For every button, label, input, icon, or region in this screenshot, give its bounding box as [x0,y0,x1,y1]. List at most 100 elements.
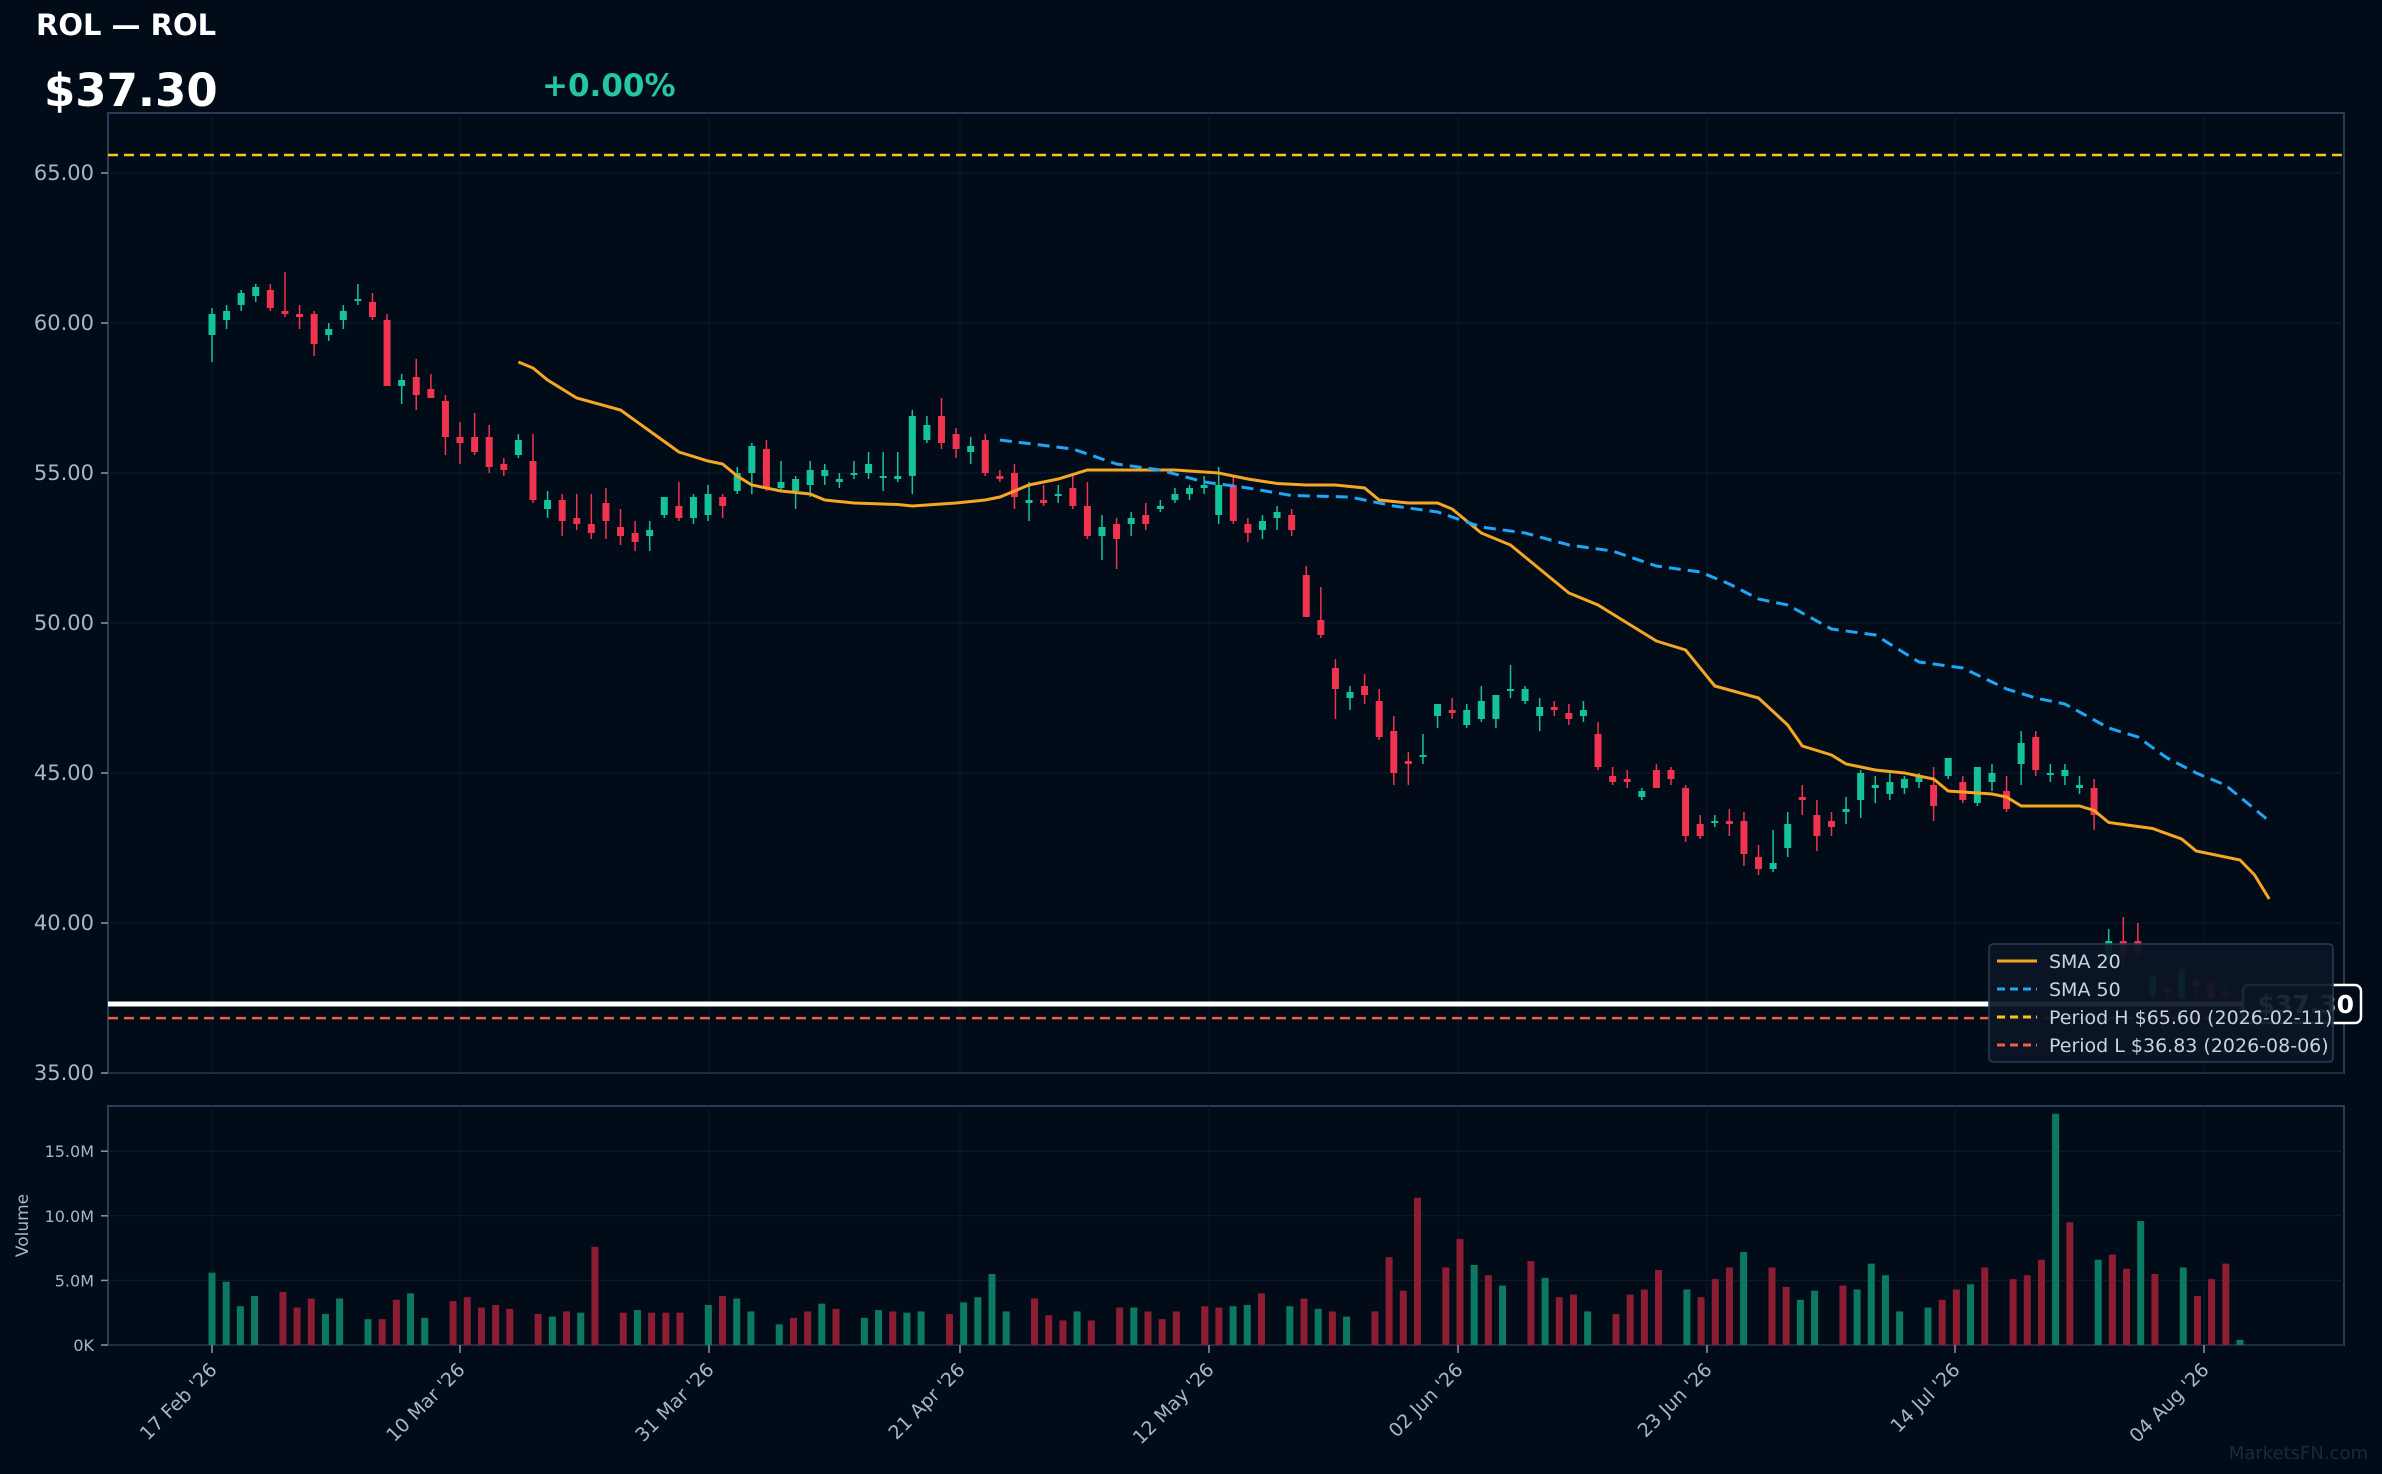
volume-bar [2179,1267,2187,1345]
volume-bar [364,1319,372,1345]
candle-body [1609,776,1617,782]
candle-body [689,497,697,518]
candle-body [1434,704,1442,716]
volume-bar [1867,1263,1875,1345]
candle-body [383,320,391,386]
volume-bar [1442,1267,1450,1345]
volume-bar [1499,1285,1507,1345]
candle-body [1886,782,1894,794]
candle-body [266,290,274,308]
y-tick-label: 40.00 [34,911,94,935]
volume-bar [1612,1313,1620,1345]
candle-body [1040,500,1048,503]
candle-body [1171,494,1179,500]
volume-tick-label: 10.0M [45,1207,94,1226]
candle-body [281,311,289,314]
candle-body [1492,695,1500,719]
candle-body [1069,488,1077,506]
candle-body [762,449,770,488]
candle-body [339,311,347,320]
legend-label: Period H $65.60 (2026-02-11) [2049,1007,2332,1029]
volume-bar [676,1312,684,1345]
candle-body [1317,620,1325,635]
volume-tick-label: 15.0M [45,1142,94,1161]
volume-bar [2094,1259,2102,1345]
volume-bar [2052,1113,2060,1345]
candle-body [792,479,800,491]
volume-bar [307,1298,315,1345]
candle-body [1200,485,1208,488]
candle-body [2076,785,2084,788]
candle-body [368,302,376,317]
candle-body [1900,779,1908,788]
candle-body [850,473,858,475]
volume-bar [733,1298,741,1345]
y-tick-label: 55.00 [34,461,94,485]
candle-body [733,473,741,491]
candle-body [573,518,581,524]
volume-bar [2236,1339,2244,1345]
candle-body [602,503,610,521]
volume-bar [633,1310,641,1345]
candle-body [806,470,814,485]
candle-body [937,416,945,443]
candle-body [2061,770,2069,776]
y-tick-label: 65.00 [34,161,94,185]
x-tick-label: 04 Aug '26 [2125,1359,2213,1447]
volume-bar [1569,1294,1577,1345]
volume-bar [1981,1267,1989,1345]
volume-bar [1725,1267,1733,1345]
volume-bar [2137,1220,2145,1345]
candle-body [1944,758,1952,776]
volume-bar [236,1306,244,1345]
candle-body [1784,824,1792,848]
current-price: $37.30 [44,64,218,117]
candle-body [2090,788,2098,815]
candle-body [2017,743,2025,764]
volume-bar [1896,1311,1904,1345]
candle-body [660,497,668,515]
candle-body [2046,773,2054,775]
candle-body [1390,731,1398,773]
volume-bar [903,1312,911,1345]
volume-bar [889,1311,897,1345]
candle-body [1404,761,1412,764]
candle-body [1258,521,1266,530]
volume-bar [1839,1285,1847,1345]
volume-bar [1541,1277,1549,1345]
volume-bar [1257,1293,1265,1345]
volume-bar [747,1311,755,1345]
volume-tick-label: 0K [73,1336,94,1355]
y-tick-label: 45.00 [34,761,94,785]
candle-body [1711,821,1719,823]
candle-body [1361,686,1369,695]
volume-bar [378,1319,386,1345]
candle-body [1215,485,1223,515]
volume-bar [1243,1304,1251,1345]
volume-bar [293,1307,301,1345]
candle-body [1054,494,1062,496]
volume-bar [1952,1289,1960,1345]
candle-body [412,377,420,395]
candle-body [1273,512,1281,518]
candle-body [748,446,756,473]
candle-body [675,506,683,518]
volume-bar [1881,1275,1889,1345]
candle-body [646,530,654,536]
volume-bar [1697,1297,1705,1345]
candle-body [1127,518,1135,524]
candle-body [1682,788,1690,836]
volume-bar [1967,1284,1975,1345]
volume-bar [1399,1290,1407,1345]
candle-body [1827,821,1835,827]
volume-bar [534,1313,542,1345]
candle-body [1113,524,1121,539]
candle-body [821,470,829,476]
candle-body [1550,707,1558,710]
candle-body [544,500,552,509]
candle-body [981,440,989,473]
candle-body [1288,515,1296,530]
volume-bar [1527,1261,1535,1345]
candle-body [252,287,260,296]
